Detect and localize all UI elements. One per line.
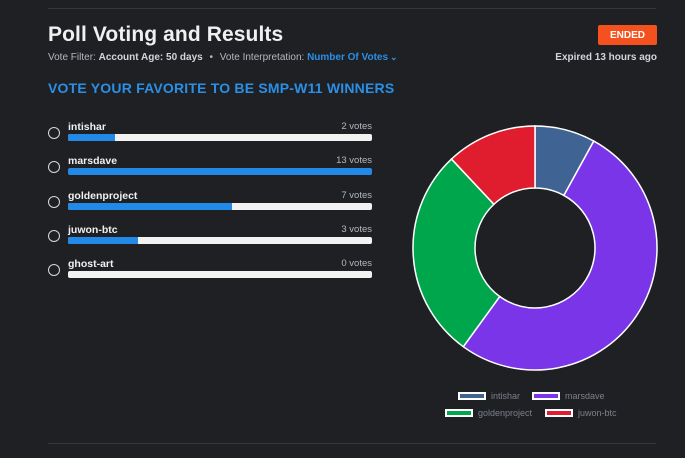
legend-item-intishar[interactable]: intishar [458, 391, 520, 401]
vote-bar [68, 237, 372, 244]
legend-item-juwon-btc[interactable]: juwon-btc [545, 408, 617, 418]
poll-option-marsdave[interactable]: marsdave 13 votes [48, 155, 372, 181]
option-votes: 2 votes [341, 121, 372, 132]
status-badge: ENDED [598, 25, 657, 45]
option-votes: 13 votes [336, 155, 372, 166]
radio-button[interactable] [48, 161, 60, 173]
option-name: ghost-art [68, 258, 114, 270]
interpretation-value: Number Of Votes [307, 52, 389, 63]
legend-item-marsdave[interactable]: marsdave [532, 391, 605, 401]
option-name: intishar [68, 121, 106, 133]
poll-question: VOTE YOUR FAVORITE TO BE SMP-W11 WINNERS [48, 80, 395, 96]
legend-label: juwon-btc [578, 408, 617, 418]
filter-value: Account Age: 50 days [98, 52, 203, 63]
poll-option-goldenproject[interactable]: goldenproject 7 votes [48, 190, 372, 216]
poll-option-intishar[interactable]: intishar 2 votes [48, 121, 372, 147]
vote-bar [68, 271, 372, 278]
vote-bar [68, 168, 372, 175]
radio-button[interactable] [48, 230, 60, 242]
meta-separator: • [209, 52, 213, 63]
vote-bar [68, 134, 372, 141]
option-name: juwon-btc [68, 224, 118, 236]
radio-button[interactable] [48, 196, 60, 208]
option-name: marsdave [68, 155, 118, 167]
legend-swatch [545, 409, 573, 417]
radio-button[interactable] [48, 127, 60, 139]
option-votes: 0 votes [341, 258, 372, 269]
filter-label: Vote Filter: [48, 52, 96, 63]
interpretation-label: Vote Interpretation: [219, 52, 305, 63]
vote-bar [68, 203, 372, 210]
poll-option-juwon-btc[interactable]: juwon-btc 3 votes [48, 224, 372, 250]
donut-slice-goldenproject [412, 158, 501, 348]
option-votes: 3 votes [341, 224, 372, 235]
bottom-divider [48, 443, 656, 444]
legend-label: goldenproject [478, 408, 533, 418]
poll-meta: Vote Filter: Account Age: 50 days • Vote… [48, 52, 398, 63]
legend-label: intishar [491, 391, 521, 401]
donut-slice-marsdave [462, 140, 658, 371]
legend-item-goldenproject[interactable]: goldenproject [445, 408, 532, 418]
vote-bar-fill [68, 134, 115, 141]
results-donut-chart [412, 125, 658, 371]
vote-bar-fill [68, 168, 372, 175]
donut-slice-juwon-btc [450, 125, 536, 206]
poll-option-ghost-art[interactable]: ghost-art 0 votes [48, 258, 372, 284]
radio-button[interactable] [48, 264, 60, 276]
vote-bar-fill [68, 237, 139, 244]
chevron-down-icon: ⌄ [390, 52, 398, 62]
page-title: Poll Voting and Results [48, 23, 284, 46]
expired-text: Expired 13 hours ago [555, 52, 657, 63]
legend-swatch [532, 392, 560, 400]
option-votes: 7 votes [341, 190, 372, 201]
top-divider [48, 8, 656, 9]
legend-label: marsdave [565, 391, 605, 401]
vote-bar-fill [68, 203, 232, 210]
option-name: goldenproject [68, 190, 138, 202]
interpretation-dropdown[interactable]: Number Of Votes ⌄ [307, 52, 397, 63]
legend-swatch [458, 392, 486, 400]
legend-swatch [445, 409, 473, 417]
